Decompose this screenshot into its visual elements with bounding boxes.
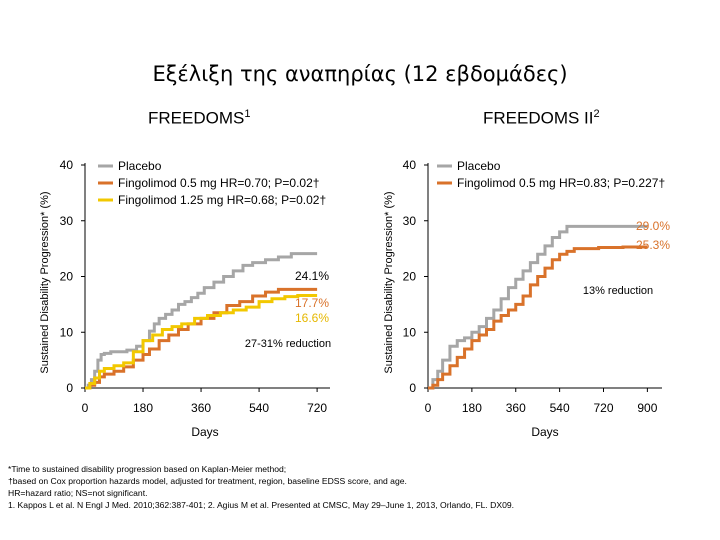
end-value-label: 17.7% [295, 296, 329, 310]
x-tick-label: 180 [462, 401, 482, 415]
reduction-annotation: 27-31% reduction [245, 338, 331, 350]
panel-title-text: FREEDOMS II [483, 108, 594, 128]
x-tick-label: 360 [191, 401, 211, 415]
legend-entry: Placebo [118, 159, 162, 173]
x-tick-label: 540 [249, 401, 269, 415]
x-axis-label: Days [531, 425, 558, 439]
footnote-model: †based on Cox proportion hazards model, … [8, 476, 407, 486]
series-line-3 [85, 293, 318, 390]
legend-entry: Placebo [457, 159, 501, 173]
x-tick-label: 540 [550, 401, 570, 415]
y-tick-label: 30 [403, 214, 417, 228]
x-tick-label: 0 [82, 401, 89, 415]
end-value-label: 16.6% [295, 311, 329, 325]
series-line-2 [428, 245, 648, 390]
x-tick-label: 720 [593, 401, 613, 415]
end-value-label: 24.1% [295, 269, 329, 283]
panel-title-freedoms-ii: FREEDOMS II2 [483, 108, 600, 129]
series-line-1 [428, 224, 648, 390]
reduction-annotation: 13% reduction [583, 285, 653, 297]
panel-title-superscript: 2 [593, 108, 600, 120]
legend-entry: Fingolimod 0.5 mg HR=0.83; P=0.227† [457, 176, 665, 190]
series-line-1 [85, 252, 318, 390]
footnote-references: 1. Kappos L et al. N Engl J Med. 2010;36… [8, 500, 515, 510]
y-tick-label: 40 [403, 158, 417, 172]
y-tick-label: 10 [403, 325, 417, 339]
y-tick-label: 0 [66, 381, 73, 395]
x-axis-label: Days [191, 425, 218, 439]
series-line-2 [85, 287, 318, 390]
panel-title-text: FREEDOMS [148, 108, 245, 128]
x-tick-label: 900 [637, 401, 657, 415]
legend-entry: Fingolimod 1.25 mg HR=0.68; P=0.02† [118, 193, 326, 207]
x-tick-label: 360 [506, 401, 526, 415]
y-axis-label: Sustained Disability Progression* (%) [39, 191, 51, 373]
legend-entry: Fingolimod 0.5 mg HR=0.70; P=0.02† [118, 176, 319, 190]
x-tick-label: 180 [133, 401, 153, 415]
y-tick-label: 20 [403, 270, 417, 284]
y-tick-label: 10 [60, 325, 74, 339]
end-value-label: 25.3% [636, 238, 670, 252]
footnote-abbreviations: HR=hazard ratio; NS=not significant. [8, 488, 148, 498]
y-axis-label: Sustained Disability Progression* (%) [383, 191, 395, 373]
page-title: Εξέλιξη της αναπηρίας (12 εβδομάδες) [152, 62, 568, 86]
end-value-label: 29.0% [636, 219, 670, 233]
x-tick-label: 720 [307, 401, 327, 415]
panel-title-freedoms: FREEDOMS1 [148, 108, 250, 129]
y-tick-label: 30 [60, 214, 74, 228]
x-tick-label: 0 [425, 401, 432, 415]
footnotes: *Time to sustained disability progressio… [8, 463, 713, 511]
y-tick-label: 20 [60, 270, 74, 284]
y-tick-label: 40 [60, 158, 74, 172]
panel-title-superscript: 1 [244, 108, 251, 120]
footnote-method: *Time to sustained disability progressio… [8, 464, 287, 474]
y-tick-label: 0 [409, 381, 416, 395]
